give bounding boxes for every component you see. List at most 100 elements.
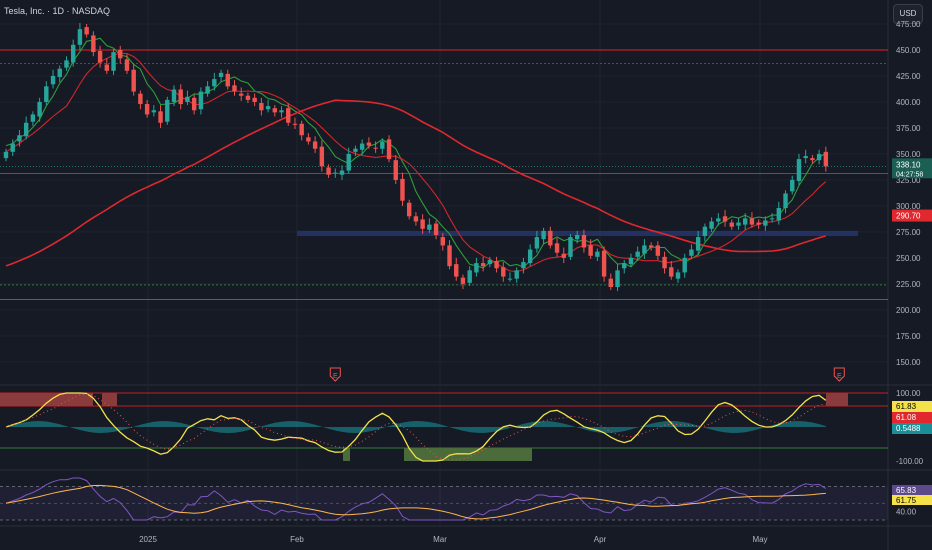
candle: [393, 160, 398, 180]
candle: [474, 263, 479, 273]
rsi-line: [5, 477, 827, 521]
candle: [467, 270, 472, 283]
candle: [460, 277, 466, 284]
candle: [319, 146, 325, 167]
osc-axis-label: -100.00: [896, 457, 924, 466]
candle: [541, 230, 546, 240]
price-axis-label: 350.00: [896, 150, 921, 159]
rsi-value-box: [892, 495, 932, 505]
candle: [17, 135, 22, 142]
candle: [480, 263, 486, 267]
candle: [433, 223, 439, 236]
osc-oversold-zone: [343, 448, 350, 461]
candle: [346, 153, 351, 171]
earnings-marker-label: E: [333, 373, 338, 380]
candle: [380, 141, 385, 149]
candle: [104, 64, 109, 71]
candle: [783, 193, 788, 208]
candle: [339, 170, 345, 175]
osc-signal-dotted-line: [5, 393, 826, 461]
rsi-axis-label: 40.00: [896, 508, 917, 517]
currency-button[interactable]: USD: [893, 4, 923, 24]
time-axis-label: May: [752, 535, 767, 544]
candle: [359, 143, 365, 150]
price-axis-label: 475.00: [896, 20, 921, 29]
candle: [312, 141, 318, 149]
osc-value-label: 61.83: [896, 402, 917, 411]
price-axis-label: 175.00: [896, 332, 921, 341]
candle: [440, 237, 445, 246]
candle: [205, 86, 210, 94]
candle: [286, 108, 291, 123]
rsi-value-box: [892, 485, 932, 495]
candle: [306, 137, 311, 142]
price-axis-label: 450.00: [896, 46, 921, 55]
candle: [568, 237, 573, 257]
candle: [622, 263, 627, 269]
candle: [158, 111, 163, 123]
candle: [628, 257, 634, 265]
price-axis-label: 375.00: [896, 124, 921, 133]
candle: [575, 235, 580, 240]
candle: [648, 245, 654, 248]
candle: [454, 264, 459, 277]
candle: [151, 110, 157, 113]
moving-average-line: [5, 99, 827, 267]
last-price-box: [892, 158, 932, 179]
candle: [77, 29, 83, 45]
candle: [534, 237, 540, 249]
candle: [245, 95, 251, 100]
candle: [675, 272, 681, 279]
candle: [554, 243, 560, 253]
candle: [124, 59, 130, 71]
candle: [635, 251, 640, 257]
candle: [595, 251, 600, 257]
candle: [803, 156, 808, 159]
candle: [225, 73, 230, 87]
last-price-label: 338.10: [896, 160, 921, 169]
candle: [608, 278, 613, 287]
candle: [816, 153, 822, 161]
candle: [50, 75, 56, 85]
candle: [373, 147, 378, 149]
candle: [272, 108, 277, 113]
candle: [689, 249, 694, 256]
ma-value-label: 290.70: [896, 212, 921, 221]
candle: [111, 52, 116, 71]
candle: [292, 123, 298, 125]
price-axis-label: 250.00: [896, 254, 921, 263]
price-axis-label: 400.00: [896, 98, 921, 107]
candle: [769, 218, 775, 220]
candle: [527, 249, 533, 264]
countdown-label: 04:27:58: [896, 171, 923, 178]
candle: [10, 143, 15, 152]
osc-signal-line: [5, 392, 827, 462]
candle: [682, 257, 687, 273]
candle: [178, 89, 183, 105]
candle: [239, 93, 244, 96]
candle: [144, 104, 150, 115]
candle: [487, 259, 493, 265]
price-axis-label: 425.00: [896, 72, 921, 81]
price-axis-label: 150.00: [896, 358, 921, 367]
candle: [191, 97, 197, 111]
candle: [588, 245, 593, 256]
osc-overbought-zone: [0, 393, 93, 406]
price-axis-label: 225.00: [896, 280, 921, 289]
candle: [185, 96, 190, 102]
candle: [64, 60, 69, 68]
osc-overbought-zone: [102, 393, 117, 406]
rsi-ma-line: [5, 484, 826, 520]
candle: [642, 245, 647, 254]
band-red-line: [5, 52, 827, 272]
candle: [23, 122, 29, 137]
candle: [279, 110, 284, 113]
price-axis-label: 325.00: [896, 176, 921, 185]
candle: [97, 51, 103, 63]
candle: [212, 79, 217, 87]
candle: [561, 253, 566, 258]
chart-title: Tesla, Inc. · 1D · NASDAQ: [4, 6, 111, 16]
candle: [252, 97, 257, 102]
candle: [581, 235, 587, 248]
